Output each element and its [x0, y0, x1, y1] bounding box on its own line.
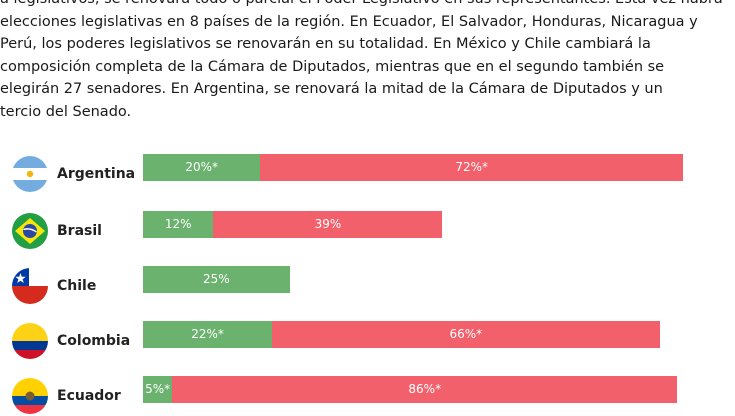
bar-segment: 39%	[213, 211, 443, 238]
bar-segment: 20%*	[143, 154, 261, 181]
intro-paragraph: a legislativos, se renovará todo o parci…	[0, 0, 724, 123]
intro-line: tercio del Senado.	[0, 103, 132, 120]
bar-segment: 72%*	[260, 154, 684, 181]
country-label: Chile	[57, 278, 97, 294]
bar-segment: 12%	[143, 211, 214, 238]
bar-segment: 66%*	[272, 321, 660, 348]
colombia-flag-icon	[12, 323, 48, 359]
intro-line: a legislativos, se renovará todo o parci…	[0, 0, 724, 11]
country-label: Colombia	[57, 333, 131, 349]
chart-row-brasil: Brasil 12% 39%	[0, 211, 735, 251]
country-label: Ecuador	[57, 388, 121, 404]
ecuador-flag-icon	[12, 378, 48, 414]
chile-flag-icon	[12, 268, 48, 304]
brasil-flag-icon	[12, 213, 48, 249]
bar-segment: 22%*	[143, 321, 273, 348]
bar-segment: 86%*	[172, 376, 678, 403]
bar-segment: 25%	[143, 266, 290, 293]
chart-row-ecuador: Ecuador 5%* 86%*	[0, 376, 735, 416]
intro-line: Perú, los poderes legislativos se renova…	[0, 36, 651, 52]
intro-line: composición completa de la Cámara de Dip…	[0, 58, 665, 75]
chart-row-colombia: Colombia 22%* 66%*	[0, 321, 735, 361]
bar-segment: 5%*	[143, 376, 173, 403]
chart-row-chile: Chile 25%	[0, 266, 735, 306]
chart-row-argentina: Argentina 20%* 72%*	[0, 154, 735, 194]
argentina-flag-icon	[12, 156, 48, 192]
intro-line: elecciones legislativas en 8 países de l…	[0, 13, 698, 30]
intro-line: elegirán 27 senadores. En Argentina, se …	[0, 81, 663, 97]
country-label: Brasil	[57, 223, 102, 239]
country-label: Argentina	[57, 166, 136, 182]
